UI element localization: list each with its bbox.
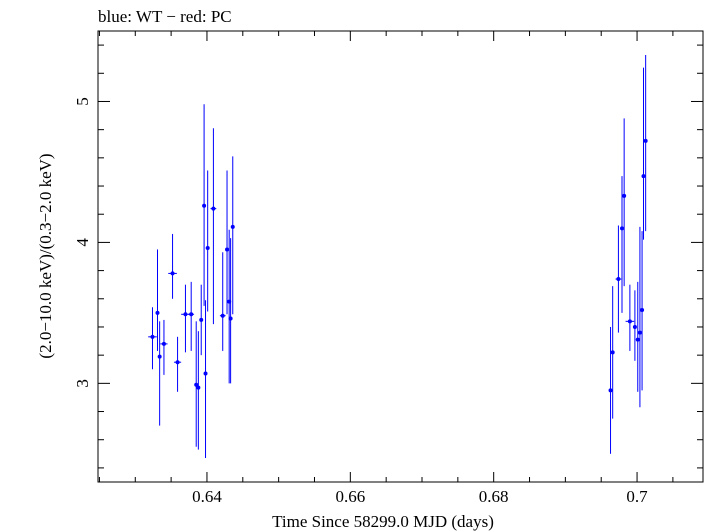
point-marker [170, 271, 175, 276]
point-marker [150, 334, 155, 339]
data-point [160, 319, 168, 375]
data-point [194, 321, 199, 447]
data-point [188, 281, 195, 351]
point-marker [183, 312, 188, 317]
data-point [619, 176, 624, 313]
point-marker [643, 138, 648, 143]
point-marker [637, 330, 642, 335]
x-tick-label: 0.66 [335, 487, 365, 506]
point-marker [228, 316, 233, 321]
data-point [608, 326, 613, 454]
point-marker [610, 350, 615, 355]
point-marker [608, 388, 613, 393]
data-point [173, 336, 182, 392]
data-point [168, 233, 177, 299]
data-point [228, 238, 233, 384]
point-marker [635, 337, 640, 342]
chart-title: blue: WT − red: PC [98, 7, 232, 26]
point-marker [175, 360, 180, 365]
data-point [643, 54, 648, 232]
y-tick-label: 4 [73, 238, 92, 247]
data-point [157, 321, 162, 426]
point-marker [194, 382, 199, 387]
data-point [625, 284, 635, 351]
data-point [641, 67, 646, 240]
data-point [205, 170, 210, 312]
point-marker [202, 203, 207, 208]
data-point [210, 128, 217, 325]
point-marker [189, 312, 194, 317]
data-point [199, 284, 204, 356]
y-axis-label: (2.0−10.0 keV)/(0.3−2.0 keV) [36, 153, 55, 358]
data-point [635, 281, 640, 392]
x-axis-label: Time Since 58299.0 MJD (days) [272, 512, 494, 531]
point-marker [619, 226, 624, 231]
x-tick-label: 0.68 [479, 487, 509, 506]
point-marker [211, 206, 216, 211]
point-marker [199, 317, 204, 322]
point-marker [196, 385, 201, 390]
point-marker [161, 341, 166, 346]
point-marker [640, 308, 645, 313]
data-point [610, 286, 615, 419]
x-tick-label: 0.64 [192, 487, 222, 506]
point-marker [616, 277, 621, 282]
data-points [148, 54, 648, 459]
point-marker [627, 319, 632, 324]
point-marker [205, 246, 210, 251]
axis-tick-labels: 0.64 0.66 0.68 0.7 3 4 5 [73, 97, 648, 506]
point-marker [641, 174, 646, 179]
data-point [202, 104, 207, 306]
point-marker [632, 324, 637, 329]
point-marker [155, 310, 160, 315]
x-tick-label: 0.7 [626, 487, 648, 506]
y-tick-label: 5 [73, 97, 92, 106]
data-point [219, 252, 226, 351]
data-point [230, 156, 235, 315]
point-marker [230, 224, 235, 229]
data-point [640, 231, 645, 391]
data-point [225, 170, 230, 315]
data-point [196, 331, 201, 450]
data-point [615, 225, 622, 333]
point-marker [225, 247, 230, 252]
plot-frame [97, 30, 704, 483]
data-point [203, 300, 208, 459]
point-marker [203, 371, 208, 376]
data-point [155, 249, 160, 351]
point-marker [157, 354, 162, 359]
data-point [622, 118, 627, 287]
data-point [637, 226, 642, 408]
data-point [148, 307, 157, 370]
data-point [632, 290, 637, 361]
point-marker [220, 313, 225, 318]
y-tick-label: 3 [73, 379, 92, 388]
axis-ticks [98, 31, 703, 482]
point-marker [622, 193, 627, 198]
